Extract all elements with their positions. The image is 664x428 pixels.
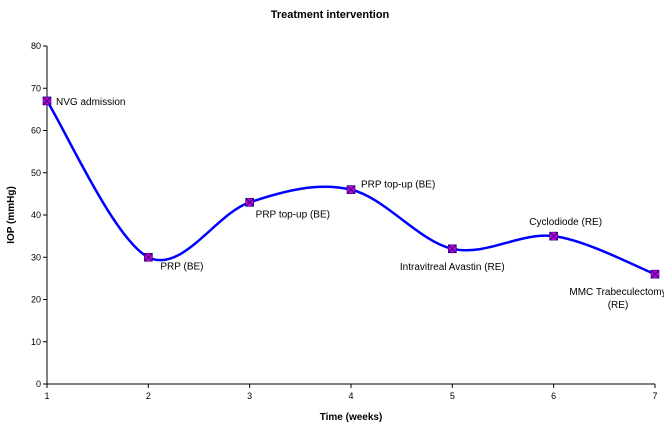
data-point-cross bbox=[42, 96, 52, 106]
point-annotation: MMC Trabeculectomy bbox=[569, 287, 664, 298]
chart-title: Treatment intervention bbox=[271, 9, 390, 21]
ticks: 0 10 20 30 40 50 60 70 80 1 2 3 4 5 6 7 bbox=[31, 41, 658, 401]
data-point-marker bbox=[650, 269, 660, 279]
x-tick-label: 4 bbox=[348, 391, 353, 401]
x-tick-label: 3 bbox=[247, 391, 252, 401]
point-annotation: PRP (BE) bbox=[160, 261, 203, 272]
axes bbox=[46, 46, 655, 385]
y-tick-label: 30 bbox=[31, 252, 41, 262]
annotations: NVG admission PRP (BE) PRP top-up (BE) PRP … bbox=[56, 97, 664, 311]
x-tick-label: 6 bbox=[551, 391, 556, 401]
point-annotation: NVG admission bbox=[56, 97, 125, 108]
point-annotation: PRP top-up (BE) bbox=[256, 209, 330, 220]
data-point-cross bbox=[144, 252, 153, 262]
y-tick-label: 70 bbox=[31, 83, 41, 93]
data-point-marker bbox=[144, 252, 153, 262]
data-point-cross bbox=[245, 198, 254, 207]
y-tick-label: 10 bbox=[31, 337, 41, 347]
y-tick-label: 40 bbox=[31, 210, 41, 220]
y-tick-label: 80 bbox=[31, 41, 41, 51]
x-tick-label: 5 bbox=[450, 391, 455, 401]
x-axis-title: Time (weeks) bbox=[320, 412, 383, 423]
y-tick-label: 60 bbox=[31, 126, 41, 136]
data-point-cross bbox=[650, 269, 660, 279]
x-tick-label: 7 bbox=[652, 391, 657, 401]
point-annotation: PRP top-up (BE) bbox=[361, 180, 435, 191]
series-layer bbox=[42, 96, 660, 279]
data-point-marker bbox=[549, 231, 558, 241]
data-point-cross bbox=[346, 185, 356, 194]
y-tick-label: 20 bbox=[31, 295, 41, 305]
y-tick-label: 50 bbox=[31, 168, 41, 178]
point-annotation: Cyclodiode (RE) bbox=[529, 217, 602, 228]
data-point-marker bbox=[448, 244, 457, 254]
data-point-marker bbox=[346, 185, 356, 194]
data-point-cross bbox=[448, 244, 457, 254]
x-tick-label: 1 bbox=[44, 391, 49, 401]
y-tick-label: 0 bbox=[36, 379, 41, 389]
point-annotation: Intravitreal Avastin (RE) bbox=[400, 262, 505, 273]
data-point-marker bbox=[42, 96, 52, 106]
y-axis-title: IOP (mmHg) bbox=[6, 186, 17, 244]
x-tick-label: 2 bbox=[146, 391, 151, 401]
data-point-cross bbox=[549, 231, 558, 241]
data-point-marker bbox=[245, 198, 254, 207]
point-annotation: (RE) bbox=[608, 300, 629, 311]
